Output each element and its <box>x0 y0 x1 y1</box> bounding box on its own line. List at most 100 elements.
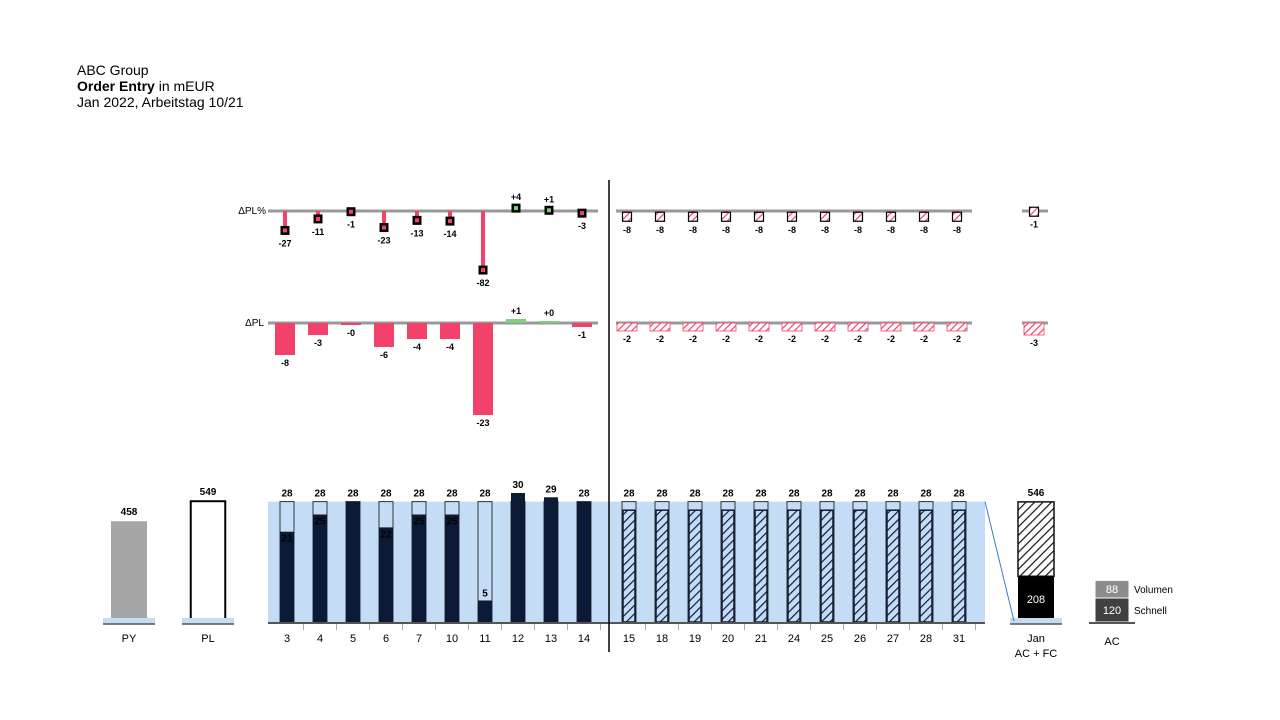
delta-pl-bar <box>341 323 361 325</box>
unit-label: in mEUR <box>158 78 215 94</box>
delta-pct-marker <box>720 211 732 222</box>
delta-pl-bar <box>275 323 295 355</box>
delta-pct-marker <box>1028 206 1040 217</box>
delta-pl-label: -2 <box>623 334 631 344</box>
delta-pl-axis-label: ΔPL <box>245 318 264 329</box>
delta-pl-label: -2 <box>755 334 763 344</box>
daily-actual-bar <box>313 514 327 622</box>
delta-pct-label: -27 <box>278 238 291 248</box>
daily-category-label: 10 <box>446 633 458 645</box>
summary-category-label: PY <box>122 633 137 645</box>
delta-pl-label: -2 <box>656 334 664 344</box>
daily-top-label: 28 <box>281 489 293 500</box>
daily-top-label: 28 <box>821 489 833 500</box>
daily-category-label: 28 <box>920 633 932 645</box>
delta-pct-label: -8 <box>788 225 796 235</box>
delta-pl-bar <box>946 322 968 332</box>
chart-title: Order Entry in mEUR <box>77 78 244 94</box>
delta-pl-bar <box>781 322 803 332</box>
delta-pl-label: -4 <box>413 342 421 352</box>
delta-pct-label: -8 <box>953 225 961 235</box>
daily-top-label: 28 <box>578 489 590 500</box>
delta-pct-marker-core <box>283 228 287 233</box>
measure-name: Order Entry <box>77 78 155 94</box>
daily-category-label: 25 <box>821 633 833 645</box>
daily-top-label: 30 <box>512 480 524 491</box>
delta-pl-bar <box>440 323 460 339</box>
delta-pct-label: -3 <box>578 221 586 231</box>
daily-top-label: 28 <box>479 489 491 500</box>
delta-pct-label: -8 <box>623 225 631 235</box>
daily-category-label: 5 <box>350 633 356 645</box>
period-label: Jan 2022, Arbeitstag 10/21 <box>77 94 244 110</box>
delta-pl-bar <box>814 322 836 332</box>
daily-top-label: 28 <box>347 489 359 500</box>
delta-pl-bar <box>649 322 671 332</box>
delta-pct-marker <box>885 211 897 222</box>
daily-top-label: 28 <box>623 489 635 500</box>
daily-forecast-bar <box>655 509 669 623</box>
delta-pct-marker-core <box>382 225 386 230</box>
delta-pct-marker <box>687 211 699 222</box>
delta-pl-label: -2 <box>887 334 895 344</box>
daily-category-label: 20 <box>722 633 734 645</box>
delta-pct-label: -23 <box>377 236 390 246</box>
delta-pct-marker-core <box>514 206 518 211</box>
daily-actual-bar <box>280 531 294 622</box>
summary-base-band <box>182 618 234 624</box>
marks-layer: 458 PY 549 PL 21 28 3 25 28 4 28 5 22 28 6 25 28 7 25 28 10 5… <box>103 180 1173 660</box>
daily-top-label: 28 <box>854 489 866 500</box>
daily-actual-label: 25 <box>446 517 458 528</box>
delta-pct-marker-core <box>415 218 419 223</box>
delta-pct-marker <box>621 211 633 222</box>
delta-pl-label: -1 <box>578 330 586 340</box>
ac-segment-name: Volumen <box>1134 585 1173 596</box>
month-actual-segment <box>1018 576 1054 622</box>
daily-category-label: 3 <box>284 633 290 645</box>
daily-category-label: 24 <box>788 633 800 645</box>
daily-top-label: 28 <box>755 489 767 500</box>
daily-actual-bar <box>511 493 525 622</box>
delta-pl-label: -3 <box>1030 338 1038 348</box>
daily-category-label: 15 <box>623 633 635 645</box>
delta-pl-bar <box>847 322 869 332</box>
delta-pct-label: -8 <box>887 225 895 235</box>
ac-category-label: AC <box>1104 636 1119 648</box>
daily-category-label: 12 <box>512 633 524 645</box>
month-actual-label: 208 <box>1027 594 1045 606</box>
daily-category-label: 31 <box>953 633 965 645</box>
daily-category-label: 6 <box>383 633 389 645</box>
delta-pct-label: +1 <box>544 194 554 204</box>
daily-category-label: 13 <box>545 633 557 645</box>
daily-top-label: 28 <box>314 489 326 500</box>
ac-segment-schnell <box>1094 597 1130 623</box>
py-bar <box>111 521 147 622</box>
ac-segment-volumen <box>1094 579 1130 599</box>
daily-category-label: 19 <box>689 633 701 645</box>
delta-pct-label: -8 <box>821 225 829 235</box>
delta-pct-label: -1 <box>347 220 355 230</box>
delta-pl-label: -2 <box>788 334 796 344</box>
delta-pl-bar <box>1023 322 1045 336</box>
daily-top-label: 28 <box>413 489 425 500</box>
delta-pl-label: -23 <box>476 418 489 428</box>
daily-category-label: 18 <box>656 633 668 645</box>
daily-actual-bar <box>544 497 558 622</box>
chart-header: ABC Group Order Entry in mEUR Jan 2022, … <box>77 62 244 110</box>
delta-pct-label: -8 <box>755 225 763 235</box>
delta-pl-bar <box>539 321 559 323</box>
delta-pct-label: -14 <box>443 229 456 239</box>
delta-pl-label: -2 <box>821 334 829 344</box>
summary-base-band <box>103 618 155 624</box>
ac-segment-name: Schnell <box>1134 606 1167 617</box>
daily-top-label: 28 <box>446 489 458 500</box>
summary-category-label: PL <box>201 633 214 645</box>
daily-forecast-bar <box>820 509 834 623</box>
daily-forecast-bar <box>787 509 801 623</box>
delta-pct-label: -8 <box>689 225 697 235</box>
delta-pct-label: -82 <box>476 278 489 288</box>
month-base-band <box>1010 618 1062 624</box>
daily-category-label: 4 <box>317 633 323 645</box>
ac-segment-value: 88 <box>1106 584 1118 596</box>
delta-pct-marker <box>654 211 666 222</box>
